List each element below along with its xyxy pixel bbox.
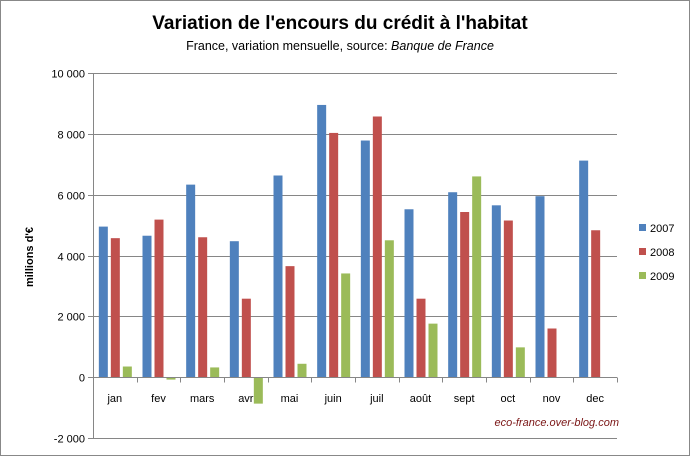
bar-2008-jan <box>110 238 120 378</box>
x-tick-label: mai <box>281 393 299 405</box>
legend-label-2007: 2007 <box>650 223 674 235</box>
bar-2008-oct <box>503 220 513 378</box>
bar-2007-nov <box>535 196 545 378</box>
x-tick-label: juin <box>324 393 342 405</box>
gridlines <box>93 73 617 439</box>
bar-2007-sept <box>448 192 458 378</box>
bar-2008-dec <box>591 230 601 378</box>
chart-subtitle: France, variation mensuelle, source: Ban… <box>186 39 494 53</box>
bar-2007-dec <box>579 160 589 378</box>
x-tick-label: avr <box>238 393 254 405</box>
y-axis-ticks: -2 000 0 2 000 4 000 6 000 8 000 10 000 <box>51 69 93 446</box>
y-tick-label: 10 000 <box>51 69 85 81</box>
x-tick-label: sept <box>454 393 475 405</box>
chart-subtitle-source: Banque de France <box>391 39 494 53</box>
x-tick-label: nov <box>543 393 561 405</box>
x-tick-label: dec <box>586 393 604 405</box>
x-axis-ticks: jan fev mars avr mai juin juil août sept oct nov de… <box>93 377 618 405</box>
bar-2009-juin <box>341 273 351 378</box>
x-tick-label: oct <box>500 393 515 405</box>
bar-2008-fev <box>154 219 164 378</box>
bar-2009-avr <box>253 377 263 404</box>
x-tick-label: fev <box>151 393 166 405</box>
x-tick-label: mars <box>190 393 215 405</box>
bar-2009-jan <box>122 366 132 378</box>
bar-2009-août <box>428 323 438 378</box>
y-tick-label: 8 000 <box>57 130 85 142</box>
y-tick-label: -2 000 <box>54 434 85 446</box>
x-tick-label: jan <box>106 393 122 405</box>
bar-2007-oct <box>491 205 501 378</box>
bar-2007-mars <box>186 184 196 378</box>
bar-2008-nov <box>547 328 557 378</box>
bar-2009-sept <box>472 176 482 378</box>
chart-title: Variation de l'encours du crédit à l'hab… <box>152 13 528 34</box>
y-tick-label: 6 000 <box>57 191 85 203</box>
legend: 2007 2008 2009 <box>639 223 674 283</box>
bar-2009-mai <box>297 363 307 378</box>
y-tick-label: 2 000 <box>57 312 85 324</box>
legend-swatch-2008 <box>639 248 646 255</box>
bar-2008-avr <box>241 298 251 378</box>
chart-subtitle-prefix: France, variation mensuelle, source: <box>186 39 391 53</box>
legend-label-2008: 2008 <box>650 247 674 259</box>
bar-2007-fev <box>142 235 152 378</box>
source-annotation: eco-france.over-blog.com <box>494 417 619 429</box>
bar-2007-avr <box>229 241 239 378</box>
bar-2007-mai <box>273 175 283 378</box>
bar-2007-août <box>404 209 414 378</box>
x-tick-label: juil <box>369 393 383 405</box>
bar-2009-juil <box>384 240 394 378</box>
bars <box>98 104 601 404</box>
bar-2008-mai <box>285 266 295 378</box>
x-tick-label: août <box>410 393 431 405</box>
bar-2009-oct <box>515 347 525 378</box>
bar-2009-mars <box>210 367 220 378</box>
y-axis-label: millions d'€ <box>24 227 36 287</box>
bar-2007-jan <box>98 226 108 378</box>
y-tick-label: 0 <box>79 373 85 385</box>
legend-label-2009: 2009 <box>650 271 674 283</box>
bar-2008-août <box>416 298 426 378</box>
bar-2008-sept <box>460 212 470 378</box>
legend-swatch-2007 <box>639 224 646 231</box>
bar-2009-fev <box>166 377 176 380</box>
legend-swatch-2009 <box>639 272 646 279</box>
y-tick-label: 4 000 <box>57 252 85 264</box>
bar-2007-juin <box>317 104 327 378</box>
bar-2008-juin <box>329 132 339 378</box>
bar-2008-mars <box>198 237 208 378</box>
bar-2007-juil <box>360 140 370 378</box>
bar-2008-juil <box>372 116 382 378</box>
